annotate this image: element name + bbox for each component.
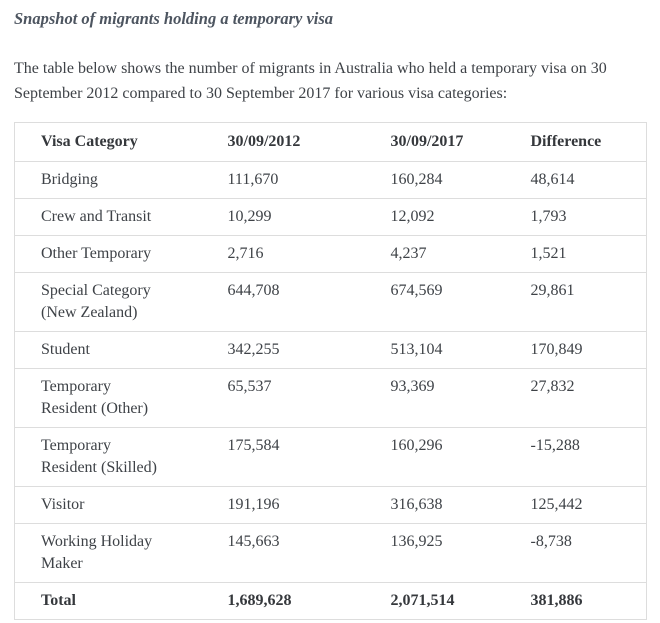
header-visa-category: Visa Category [14, 122, 202, 162]
cell-difference-value: 125,442 [504, 486, 647, 524]
cell-2017-value: 160,284 [364, 161, 505, 199]
cell-2017-value: 316,638 [364, 486, 505, 524]
cell-difference-value: 1,521 [504, 235, 647, 273]
table-body: Bridging 111,670 160,284 48,614 Crew and… [14, 161, 647, 583]
cell-2012-value: 65,537 [201, 368, 365, 428]
cell-2017-value: 674,569 [364, 272, 505, 332]
table-row: Student 342,255 513,104 170,849 [14, 331, 647, 369]
visa-table: Visa Category 30/09/2012 30/09/2017 Diff… [14, 122, 647, 620]
table-row: Visitor 191,196 316,638 125,442 [14, 486, 647, 524]
table-row: Bridging 111,670 160,284 48,614 [14, 161, 647, 199]
cell-difference-value: 29,861 [504, 272, 647, 332]
total-2017-value: 2,071,514 [364, 582, 505, 620]
cell-2017-value: 12,092 [364, 198, 505, 236]
cell-visa-category: Other Temporary [14, 235, 202, 273]
table-row: Temporary Resident (Other) 65,537 93,369… [14, 368, 647, 428]
header-difference: Difference [504, 122, 647, 162]
cell-visa-category: Student [14, 331, 202, 369]
table-row: Crew and Transit 10,299 12,092 1,793 [14, 198, 647, 236]
cell-2012-value: 111,670 [201, 161, 365, 199]
cell-visa-category: Temporary Resident (Other) [14, 368, 202, 428]
cell-visa-category: Temporary Resident (Skilled) [14, 427, 202, 487]
cell-visa-category: Crew and Transit [14, 198, 202, 236]
cell-2017-value: 136,925 [364, 523, 505, 583]
table-row: Working Holiday Maker 145,663 136,925 -8… [14, 523, 647, 583]
cell-2012-value: 191,196 [201, 486, 365, 524]
cell-2012-value: 10,299 [201, 198, 365, 236]
cell-2017-value: 160,296 [364, 427, 505, 487]
table-row: Special Category (New Zealand) 644,708 6… [14, 272, 647, 332]
cell-visa-category: Bridging [14, 161, 202, 199]
cell-difference-value: 170,849 [504, 331, 647, 369]
cell-2012-value: 342,255 [201, 331, 365, 369]
cell-visa-category: Working Holiday Maker [14, 523, 202, 583]
intro-paragraph: The table below shows the number of migr… [14, 60, 607, 102]
table-total-row: Total 1,689,628 2,071,514 381,886 [14, 582, 647, 620]
table-row: Other Temporary 2,716 4,237 1,521 [14, 235, 647, 273]
total-difference-value: 381,886 [504, 582, 647, 620]
cell-difference-value: -8,738 [504, 523, 647, 583]
cell-visa-category: Visitor [14, 486, 202, 524]
total-label: Total [14, 582, 202, 620]
cell-2012-value: 175,584 [201, 427, 365, 487]
cell-visa-category: Special Category (New Zealand) [14, 272, 202, 332]
cell-difference-value: -15,288 [504, 427, 647, 487]
header-2012: 30/09/2012 [201, 122, 365, 162]
cell-2012-value: 2,716 [201, 235, 365, 273]
table-row: Temporary Resident (Skilled) 175,584 160… [14, 427, 647, 487]
table-header-row: Visa Category 30/09/2012 30/09/2017 Diff… [14, 122, 647, 162]
cell-2017-value: 513,104 [364, 331, 505, 369]
cell-difference-value: 48,614 [504, 161, 647, 199]
cell-difference-value: 27,832 [504, 368, 647, 428]
cell-2012-value: 145,663 [201, 523, 365, 583]
cell-2012-value: 644,708 [201, 272, 365, 332]
cell-2017-value: 93,369 [364, 368, 505, 428]
header-2017: 30/09/2017 [364, 122, 505, 162]
section-title: Snapshot of migrants holding a temporary… [14, 9, 334, 28]
total-2012-value: 1,689,628 [201, 582, 365, 620]
cell-difference-value: 1,793 [504, 198, 647, 236]
cell-2017-value: 4,237 [364, 235, 505, 273]
